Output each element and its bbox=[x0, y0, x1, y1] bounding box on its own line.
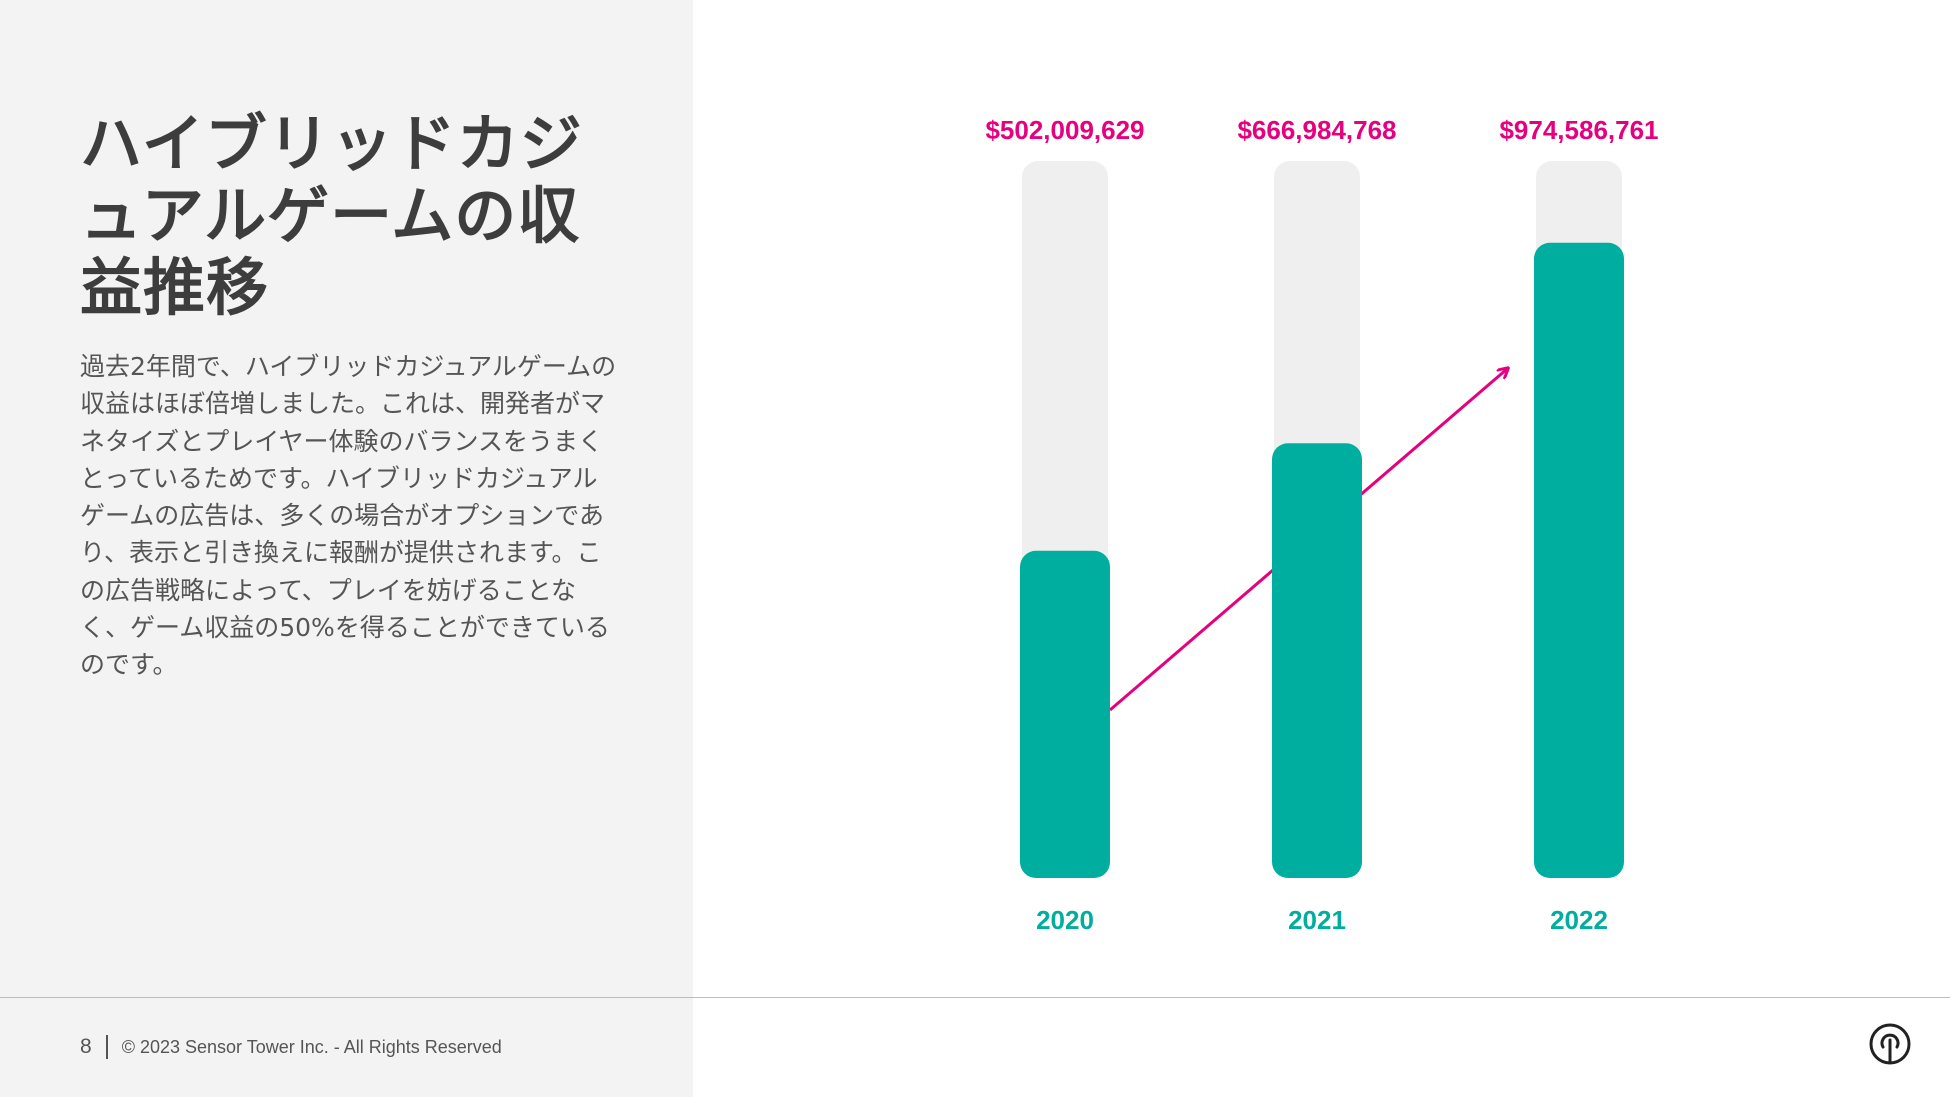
left-panel: ハイブリッドカジュアルゲームの収益推移 過去2年間で、ハイブリッドカジュアルゲー… bbox=[0, 0, 693, 1097]
slide-description: 過去2年間で、ハイブリッドカジュアルゲームの収益はほぼ倍増しました。これは、開発… bbox=[80, 352, 617, 680]
footer: 8 © 2023 Sensor Tower Inc. - All Rights … bbox=[80, 1032, 502, 1062]
value-label-2020: $502,009,629 bbox=[985, 115, 1144, 145]
page-number: 8 bbox=[80, 1035, 92, 1058]
revenue-bar-chart: $502,009,629 2020 $666,984,768 2021 $974,586… bbox=[985, 115, 1658, 935]
sensor-tower-logo-icon bbox=[1869, 1023, 1911, 1065]
slide-title: ハイブリッドカジュアルゲームの収益推移 bbox=[80, 107, 583, 324]
value-label-2021: $666,984,768 bbox=[1237, 115, 1396, 145]
year-label-2021: 2021 bbox=[1288, 905, 1346, 935]
bar-2021 bbox=[1272, 443, 1362, 878]
year-label-2020: 2020 bbox=[1036, 905, 1094, 935]
bar-2022 bbox=[1534, 242, 1624, 878]
footer-separator bbox=[105, 1035, 108, 1059]
copyright-text: © 2023 Sensor Tower Inc. - All Rights Re… bbox=[121, 1036, 502, 1057]
year-label-2022: 2022 bbox=[1550, 905, 1608, 935]
bar-2020 bbox=[1020, 550, 1110, 878]
value-label-2022: $974,586,761 bbox=[1499, 115, 1658, 145]
footer-divider bbox=[0, 997, 1950, 998]
